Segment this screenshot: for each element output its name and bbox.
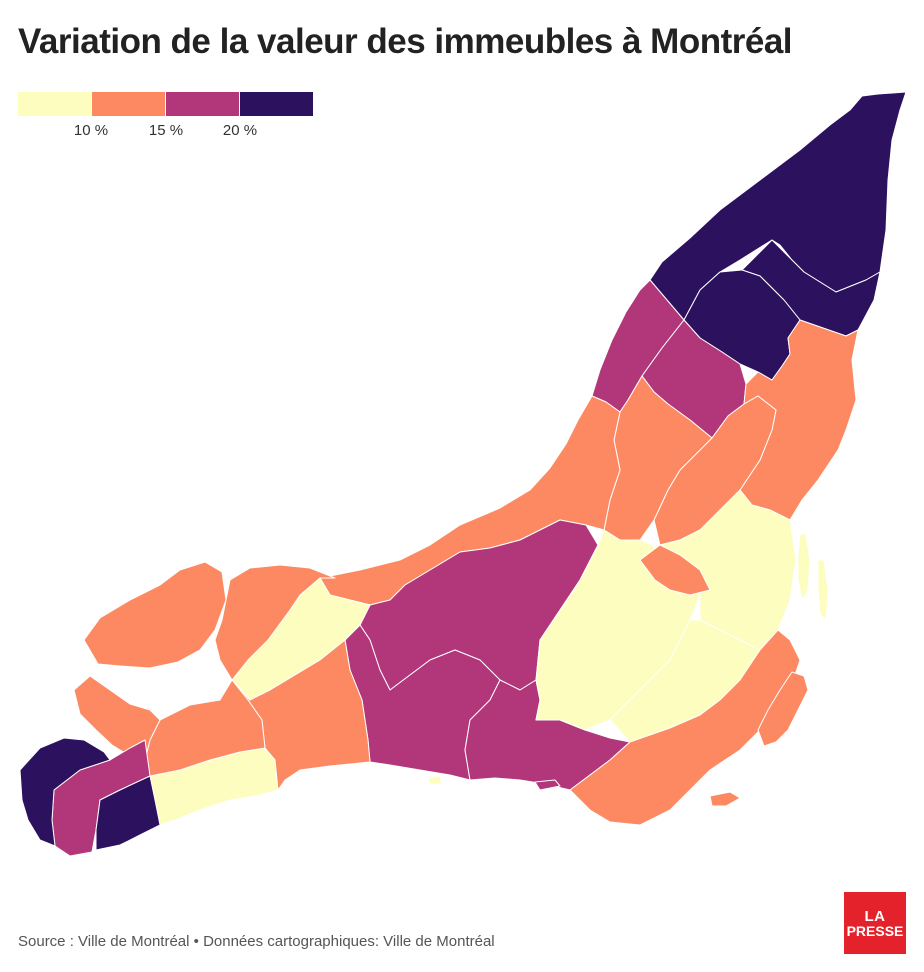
region-ile-small[interactable] [709, 791, 741, 807]
legend-tick-10: 10 % [73, 122, 109, 139]
island-lachine[interactable] [534, 779, 561, 791]
region-north-shore-west[interactable] [214, 564, 336, 681]
legend-tick-20: 20 % [222, 122, 258, 139]
la-presse-logo: LA PRESSE [844, 892, 906, 954]
region-villeray-pocket[interactable] [639, 544, 711, 596]
logo-line-2: PRESSE [846, 922, 904, 939]
island-south[interactable] [427, 775, 443, 785]
legend-swatch-highest [240, 92, 313, 116]
legend-tick-15: 15 % [148, 122, 184, 139]
region-ile-bizard[interactable] [83, 561, 227, 669]
map-title: Variation de la valeur des immeubles à M… [18, 22, 793, 61]
region-senneville-west[interactable] [73, 675, 161, 761]
legend-swatch-low [92, 92, 165, 116]
source-note: Source : Ville de Montréal • Données car… [18, 933, 495, 950]
region-verdun[interactable] [569, 629, 801, 826]
island-east-1[interactable] [797, 533, 811, 601]
island-east-2[interactable] [817, 559, 829, 621]
region-senneville-dark[interactable] [19, 737, 111, 847]
region-sainte-anne-dark[interactable] [95, 775, 161, 851]
color-legend: 10 % 15 % 20 % [18, 92, 318, 142]
logo-line-1: LA [864, 907, 886, 925]
region-ile-des-soeurs[interactable] [757, 671, 809, 747]
legend-swatch-high [166, 92, 239, 116]
legend-swatch-lowest [18, 92, 91, 116]
region-plateau-rosemont[interactable] [653, 489, 797, 651]
